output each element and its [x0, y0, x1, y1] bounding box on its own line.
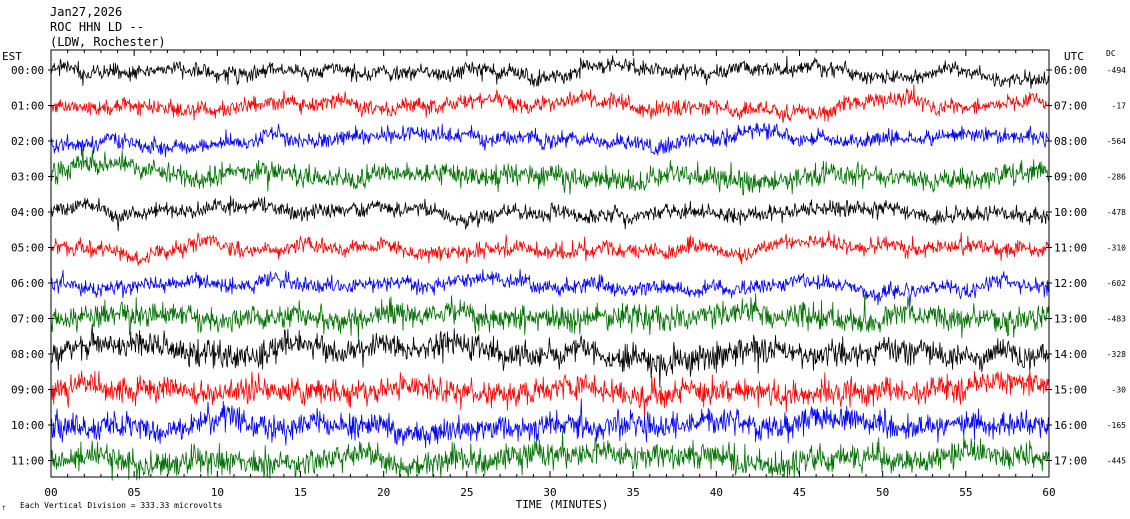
x-tick-label-group: 00 05 10 15 20 25 30 35 40 45 50 55 60	[44, 486, 1055, 499]
x-tick-label: 45	[793, 486, 806, 499]
utc-row-label: 09:00	[1054, 171, 1087, 184]
dc-offset-value: -478	[1107, 208, 1126, 217]
dc-heading: DC	[1106, 49, 1116, 58]
dc-offset-value: -564	[1107, 137, 1126, 146]
header-date: Jan27,2026	[50, 5, 122, 19]
dc-offset-value: -445	[1107, 457, 1126, 466]
trace-line-0200	[50, 122, 1050, 158]
est-row-label: 03:00	[11, 171, 44, 184]
scale-note: † Each Vertical Division = 333.33 microv…	[2, 501, 222, 512]
x-tick-label: 20	[377, 486, 390, 499]
est-row-label: 05:00	[11, 242, 44, 255]
est-row-label: 08:00	[11, 348, 44, 361]
tick-group	[50, 50, 1050, 477]
utc-row-label: 16:00	[1054, 419, 1087, 432]
x-tick-label: 00	[44, 486, 57, 499]
dc-offset-value: -165	[1107, 421, 1126, 430]
trace-line-0100	[50, 84, 1050, 124]
dc-offset-value: -310	[1107, 244, 1126, 253]
utc-row-label: 17:00	[1054, 455, 1087, 468]
utc-row-label: 13:00	[1054, 313, 1087, 326]
trace-line-0700	[50, 293, 1050, 342]
utc-row-label: 12:00	[1054, 277, 1087, 290]
utc-row-label: 15:00	[1054, 384, 1087, 397]
x-axis-title: TIME (MINUTES)	[516, 498, 609, 511]
trace-line-1000	[50, 398, 1050, 449]
x-tick-label: 55	[959, 486, 972, 499]
est-row-label: 06:00	[11, 277, 44, 290]
dc-offset-value: -483	[1107, 315, 1126, 324]
trace-line-0300	[50, 148, 1050, 196]
est-row-label: 11:00	[11, 455, 44, 468]
header-station: ROC HHN LD --	[50, 20, 144, 34]
scale-note-text: Each Vertical Division = 333.33 microvol…	[20, 501, 222, 510]
right-timezone-label: UTC	[1064, 50, 1084, 63]
dc-offset-value: -17	[1112, 102, 1127, 111]
utc-row-label: 06:00	[1054, 64, 1087, 77]
trace-line-0900	[50, 369, 1050, 417]
est-row-label: 04:00	[11, 206, 44, 219]
x-tick-label: 50	[876, 486, 889, 499]
est-row-label: 02:00	[11, 135, 44, 148]
trace-group	[50, 55, 1050, 481]
x-tick-label: 15	[294, 486, 307, 499]
est-row-label: 07:00	[11, 313, 44, 326]
x-tick-label: 25	[460, 486, 473, 499]
x-tick-label: 60	[1042, 486, 1055, 499]
x-tick-label: 40	[710, 486, 723, 499]
utc-row-label: 07:00	[1054, 100, 1087, 113]
est-row-label: 00:00	[11, 64, 44, 77]
est-row-label: 10:00	[11, 419, 44, 432]
x-tick-label: 30	[543, 486, 556, 499]
trace-line-0400	[50, 195, 1050, 232]
dc-offset-value: -30	[1112, 386, 1127, 395]
est-row-label: 09:00	[11, 384, 44, 397]
header-location: (LDW, Rochester)	[50, 35, 166, 49]
utc-row-label: 10:00	[1054, 206, 1087, 219]
utc-row-label: 14:00	[1054, 348, 1087, 361]
dc-offset-value: -602	[1107, 279, 1126, 288]
utc-row-label: 11:00	[1054, 242, 1087, 255]
trace-line-1100	[50, 430, 1050, 481]
dc-offset-value: -286	[1107, 173, 1126, 182]
row-label-group: 00:00 06:00 -494 01:00 07:00 -17 02:00 08:00 -56…	[11, 64, 1126, 468]
trace-line-0800	[50, 323, 1050, 388]
x-tick-label: 35	[627, 486, 640, 499]
x-tick-label: 10	[211, 486, 224, 499]
scale-note-mark: †	[2, 505, 6, 512]
dc-offset-value: -328	[1107, 350, 1126, 359]
left-timezone-label: EST	[2, 50, 22, 63]
x-tick-label: 05	[128, 486, 141, 499]
trace-line-0600	[50, 268, 1050, 307]
utc-row-label: 08:00	[1054, 135, 1087, 148]
est-row-label: 01:00	[11, 100, 44, 113]
trace-line-0500	[50, 230, 1050, 266]
trace-line-0000	[50, 55, 1050, 89]
dc-offset-value: -494	[1107, 66, 1126, 75]
